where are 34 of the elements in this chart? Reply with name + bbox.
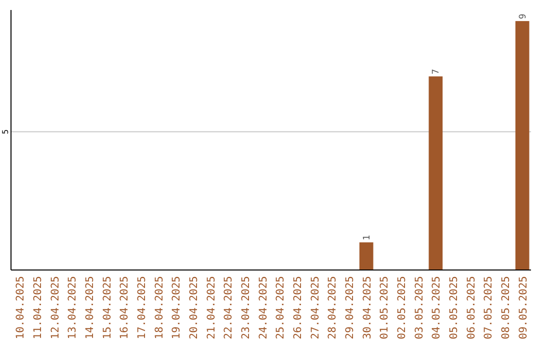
y-tick-label: 5 [1,129,10,134]
x-tick-label: 08.05.2025 [500,276,512,340]
x-tick-label: 23.04.2025 [240,276,252,340]
x-tick-label: 29.04.2025 [344,276,356,340]
x-tick-label: 16.04.2025 [118,276,131,340]
x-tick-label: 27.04.2025 [309,276,322,340]
x-tick-label: 25.04.2025 [274,276,287,340]
x-tick-label: 19.04.2025 [170,276,183,340]
x-tick-label: 10.04.2025 [14,276,27,340]
x-tick-label: 01.05.2025 [378,276,391,340]
x-tick-label: 18.04.2025 [153,276,166,340]
x-tick-label: 04.05.2025 [430,276,443,340]
x-tick-label: 11.04.2025 [32,276,44,340]
x-tick-label: 07.05.2025 [482,276,495,340]
x-tick-label: 05.05.2025 [448,276,460,340]
x-tick-label: 15.04.2025 [101,276,114,340]
x-tick-label: 30.04.2025 [361,276,374,340]
x-tick-label: 28.04.2025 [326,276,339,340]
x-tick-label: 26.04.2025 [292,276,304,340]
x-tick-label: 24.04.2025 [257,276,270,340]
data-label: 1 [362,234,372,240]
x-tick-label: 17.04.2025 [136,276,148,340]
data-label: 9 [518,14,528,20]
x-tick-label: 06.05.2025 [465,276,478,340]
x-tick-label: 22.04.2025 [222,276,235,340]
x-tick-label: 20.04.2025 [188,276,200,340]
data-label: 7 [432,68,442,74]
x-tick-label: 12.04.2025 [49,276,62,340]
x-tick-label: 03.05.2025 [413,276,426,340]
x-tick-label: 02.05.2025 [396,276,408,340]
x-tick-label: 21.04.2025 [205,276,218,340]
x-tick-label: 09.05.2025 [517,276,530,340]
x-tick-label: 13.04.2025 [66,276,79,340]
x-tick-label: 14.04.2025 [84,276,96,340]
